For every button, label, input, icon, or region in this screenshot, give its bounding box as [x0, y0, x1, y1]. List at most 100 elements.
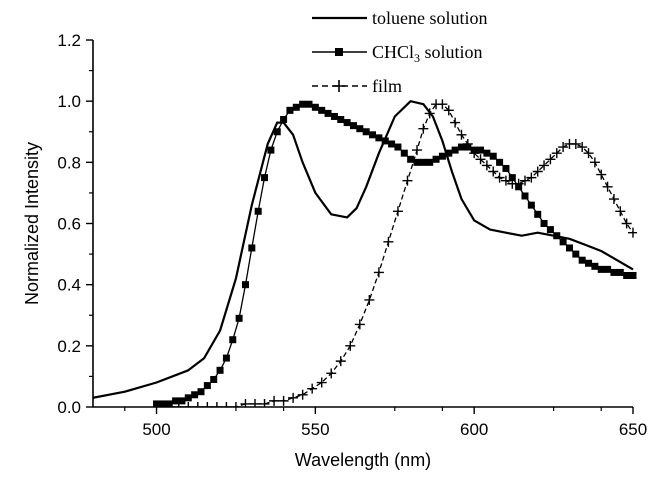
data-point-chcl3: [496, 159, 503, 166]
data-point-chcl3: [585, 260, 592, 267]
data-point-film: [355, 319, 365, 329]
data-point-chcl3: [541, 220, 548, 227]
data-point-chcl3: [248, 244, 255, 251]
data-point-chcl3: [363, 128, 370, 135]
data-point-film: [288, 393, 298, 403]
data-point-film: [628, 228, 638, 238]
data-point-chcl3: [172, 397, 179, 404]
data-point-chcl3: [325, 110, 332, 117]
data-point-chcl3: [553, 232, 560, 239]
data-point-chcl3: [420, 159, 427, 166]
data-point-film: [279, 396, 289, 406]
y-tick-label: 0.0: [57, 398, 81, 417]
data-point-chcl3: [579, 257, 586, 264]
legend-marker-film: [333, 80, 345, 92]
data-point-film: [450, 118, 460, 128]
data-point-chcl3: [204, 382, 211, 389]
data-point-chcl3: [547, 226, 554, 233]
data-point-film: [418, 124, 428, 134]
data-point-film: [307, 384, 317, 394]
x-tick-label: 650: [619, 420, 647, 439]
data-point-chcl3: [242, 281, 249, 288]
y-tick-label: 1.2: [57, 31, 81, 50]
y-ticks: 0.00.20.40.60.81.01.2: [57, 31, 93, 417]
x-axis-title: Wavelength (nm): [295, 450, 431, 470]
legend-item-chcl3: CHCl3 solution: [312, 42, 483, 65]
data-point-film: [383, 237, 393, 247]
data-point-chcl3: [382, 137, 389, 144]
data-point-chcl3: [229, 336, 236, 343]
data-point-chcl3: [483, 150, 490, 157]
data-point-chcl3: [236, 315, 243, 322]
data-point-chcl3: [312, 104, 319, 111]
y-tick-label: 0.8: [57, 153, 81, 172]
data-point-chcl3: [401, 150, 408, 157]
data-point-chcl3: [598, 266, 605, 273]
data-point-chcl3: [217, 367, 224, 374]
data-point-chcl3: [617, 269, 624, 276]
data-point-chcl3: [318, 107, 325, 114]
data-point-film: [298, 390, 308, 400]
data-point-chcl3: [560, 238, 567, 245]
data-point-chcl3: [604, 266, 611, 273]
data-point-film: [609, 194, 619, 204]
legend-label-film: film: [372, 76, 402, 96]
data-point-chcl3: [610, 269, 617, 276]
data-point-film: [364, 295, 374, 305]
data-point-chcl3: [426, 159, 433, 166]
data-point-chcl3: [198, 388, 205, 395]
data-point-chcl3: [223, 355, 230, 362]
data-point-film: [444, 105, 454, 115]
legend-marker-chcl3: [335, 48, 343, 56]
series-line-toluene: [93, 101, 633, 398]
data-point-chcl3: [337, 116, 344, 123]
legend: toluene solution CHCl3 solution film: [312, 8, 488, 96]
data-point-film: [456, 130, 466, 140]
data-point-film: [596, 170, 606, 180]
data-point-chcl3: [388, 140, 395, 147]
data-point-chcl3: [306, 101, 313, 108]
x-tick-label: 500: [142, 420, 170, 439]
data-point-chcl3: [331, 113, 338, 120]
data-point-chcl3: [178, 397, 185, 404]
data-point-chcl3: [369, 131, 376, 138]
data-point-chcl3: [293, 104, 300, 111]
data-point-chcl3: [350, 122, 357, 129]
data-point-chcl3: [286, 107, 293, 114]
data-point-film: [345, 341, 355, 351]
data-point-chcl3: [439, 153, 446, 160]
data-point-chcl3: [490, 153, 497, 160]
data-point-chcl3: [255, 208, 262, 215]
data-point-film: [603, 182, 613, 192]
data-point-chcl3: [407, 156, 414, 163]
series-layer: [93, 99, 638, 412]
data-point-chcl3: [445, 150, 452, 157]
y-tick-label: 0.2: [57, 337, 81, 356]
data-point-chcl3: [210, 376, 217, 383]
legend-item-toluene: toluene solution: [312, 8, 488, 28]
axes: [93, 40, 633, 407]
data-point-film: [402, 176, 412, 186]
data-point-chcl3: [191, 391, 198, 398]
data-point-film: [615, 206, 625, 216]
x-ticks: 500 550 600 650: [125, 407, 647, 439]
data-point-chcl3: [528, 202, 535, 209]
data-point-chcl3: [185, 394, 192, 401]
y-tick-label: 0.6: [57, 215, 81, 234]
data-point-chcl3: [375, 134, 382, 141]
x-tick-label: 550: [301, 420, 329, 439]
data-point-chcl3: [623, 272, 630, 279]
data-point-chcl3: [299, 101, 306, 108]
data-point-film: [269, 396, 279, 406]
data-point-chcl3: [630, 272, 637, 279]
legend-label-chcl3: CHCl3 solution: [372, 42, 483, 65]
series-toluene: [93, 101, 633, 398]
data-point-chcl3: [261, 174, 268, 181]
data-point-chcl3: [572, 251, 579, 258]
data-point-film: [336, 356, 346, 366]
data-point-chcl3: [280, 116, 287, 123]
x-tick-label: 600: [460, 420, 488, 439]
data-point-chcl3: [566, 244, 573, 251]
data-point-film: [393, 206, 403, 216]
